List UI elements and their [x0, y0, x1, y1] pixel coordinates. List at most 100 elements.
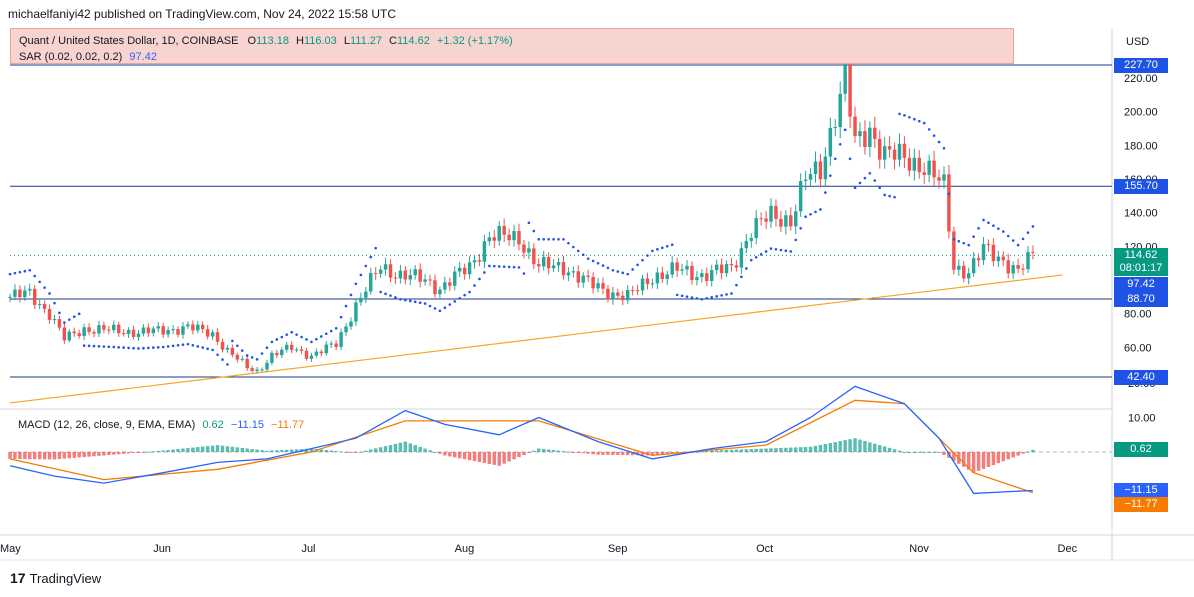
close-value: 114.62 [397, 35, 430, 47]
candle-body [156, 326, 160, 329]
candle-body [685, 265, 689, 270]
macd-histogram-bar [522, 452, 526, 456]
sar-dot [1016, 243, 1020, 247]
price-badge-value: 42.40 [1127, 370, 1155, 383]
macd-histogram-bar [181, 448, 185, 452]
macd-histogram-bar [764, 448, 768, 452]
sar-dot [601, 264, 605, 267]
candle-body [176, 329, 180, 335]
macd-histogram-bar [576, 452, 581, 453]
candle-body [952, 231, 956, 270]
candle-body [112, 324, 116, 331]
symbol-legend-line: Quant / United States Dollar, 1D, COINBA… [19, 35, 513, 47]
macd-histogram-bar [729, 449, 734, 452]
macd-histogram-bar [532, 450, 536, 452]
candle-body [714, 264, 719, 271]
macd-histogram-bar [82, 452, 86, 458]
macd-histogram-bar [378, 447, 383, 452]
macd-histogram-bar [1026, 451, 1030, 453]
candle-body [186, 324, 190, 327]
macd-histogram-bar [546, 449, 551, 452]
tradingview-brand[interactable]: 17 TradingView [10, 570, 101, 586]
sar-dot [878, 186, 882, 190]
candle-body [102, 325, 106, 330]
price-tick-label: 200.00 [1124, 107, 1158, 119]
sar-dot [626, 272, 630, 276]
sar-dot [339, 315, 343, 319]
candle-body [240, 358, 244, 360]
sar-dot [13, 271, 17, 275]
candle-body [364, 291, 368, 298]
sar-dot [809, 212, 812, 216]
sar-dot [265, 346, 269, 350]
macd-histogram-bar [107, 452, 111, 456]
candle-body [690, 265, 694, 281]
macd-histogram-bar [344, 451, 348, 453]
price-badge-sar: 97.42 [1114, 276, 1168, 292]
sar-dot [107, 345, 111, 349]
macd-histogram-bar [833, 442, 837, 452]
macd-histogram-bar [255, 449, 259, 452]
macd-histogram-bar [937, 452, 941, 453]
candle-body [670, 262, 674, 275]
candle-body [383, 264, 388, 270]
sar-dot [497, 265, 501, 268]
macd-histogram-bar [986, 452, 991, 467]
macd-histogram-bar [210, 445, 215, 452]
price-badge-level: 88.70 [1114, 291, 1168, 307]
sar-dot [957, 239, 961, 243]
sar-dot [512, 265, 516, 269]
macd-histogram-bar [749, 449, 753, 452]
candle-body [794, 211, 798, 227]
macd-histogram-bar [794, 447, 798, 452]
macd-histogram-bar [630, 452, 635, 456]
macd-histogram-bar [309, 448, 314, 452]
candle-body [541, 257, 546, 267]
sar-dot [572, 245, 575, 249]
candle-body [818, 161, 823, 180]
macd-histogram-bar [927, 452, 931, 453]
candle-body [621, 295, 625, 301]
sar-dot [982, 218, 985, 222]
macd-histogram-bar [502, 452, 506, 464]
sar-dot [364, 264, 368, 268]
sar-dot [369, 255, 373, 259]
macd-histogram-bar [126, 452, 131, 454]
candle-body [92, 332, 96, 334]
sar-dot [794, 238, 798, 242]
sar-dot [33, 274, 37, 278]
price-badge-level: 42.40 [1114, 369, 1168, 385]
macd-histogram-bar [42, 452, 47, 460]
candle-body [388, 264, 393, 278]
price-tick-label: 220.00 [1124, 73, 1158, 85]
sar-dot [740, 275, 743, 279]
candle-body [171, 329, 175, 331]
macd-histogram-bar [1021, 452, 1025, 454]
sar-dot [260, 352, 264, 355]
macd-histogram-bar [319, 449, 324, 452]
sar-dot [552, 237, 555, 241]
time-tick-label: Aug [455, 543, 475, 555]
macd-histogram-bar [922, 452, 926, 453]
macd-histogram-bar [265, 450, 269, 452]
candle-body [759, 218, 763, 220]
sar-dot [379, 290, 382, 294]
sar-dot [829, 174, 832, 177]
sar-dot [82, 344, 86, 347]
low-label: L [343, 35, 350, 47]
sar-dot [171, 344, 175, 348]
sar-dot [285, 333, 289, 336]
candle-body [719, 264, 724, 274]
macd-histogram-bar [339, 451, 343, 453]
sar-dot [557, 237, 560, 241]
candle-body [329, 343, 333, 345]
macd-histogram-bar [981, 452, 986, 469]
currency-label[interactable]: USD [1126, 36, 1150, 48]
macd-histogram-bar [235, 447, 240, 452]
macd-histogram-bar [364, 450, 368, 452]
macd-histogram-bar [878, 445, 882, 452]
sar-dot [913, 117, 916, 121]
sar-dot [68, 318, 71, 321]
sar-dot [250, 356, 254, 359]
